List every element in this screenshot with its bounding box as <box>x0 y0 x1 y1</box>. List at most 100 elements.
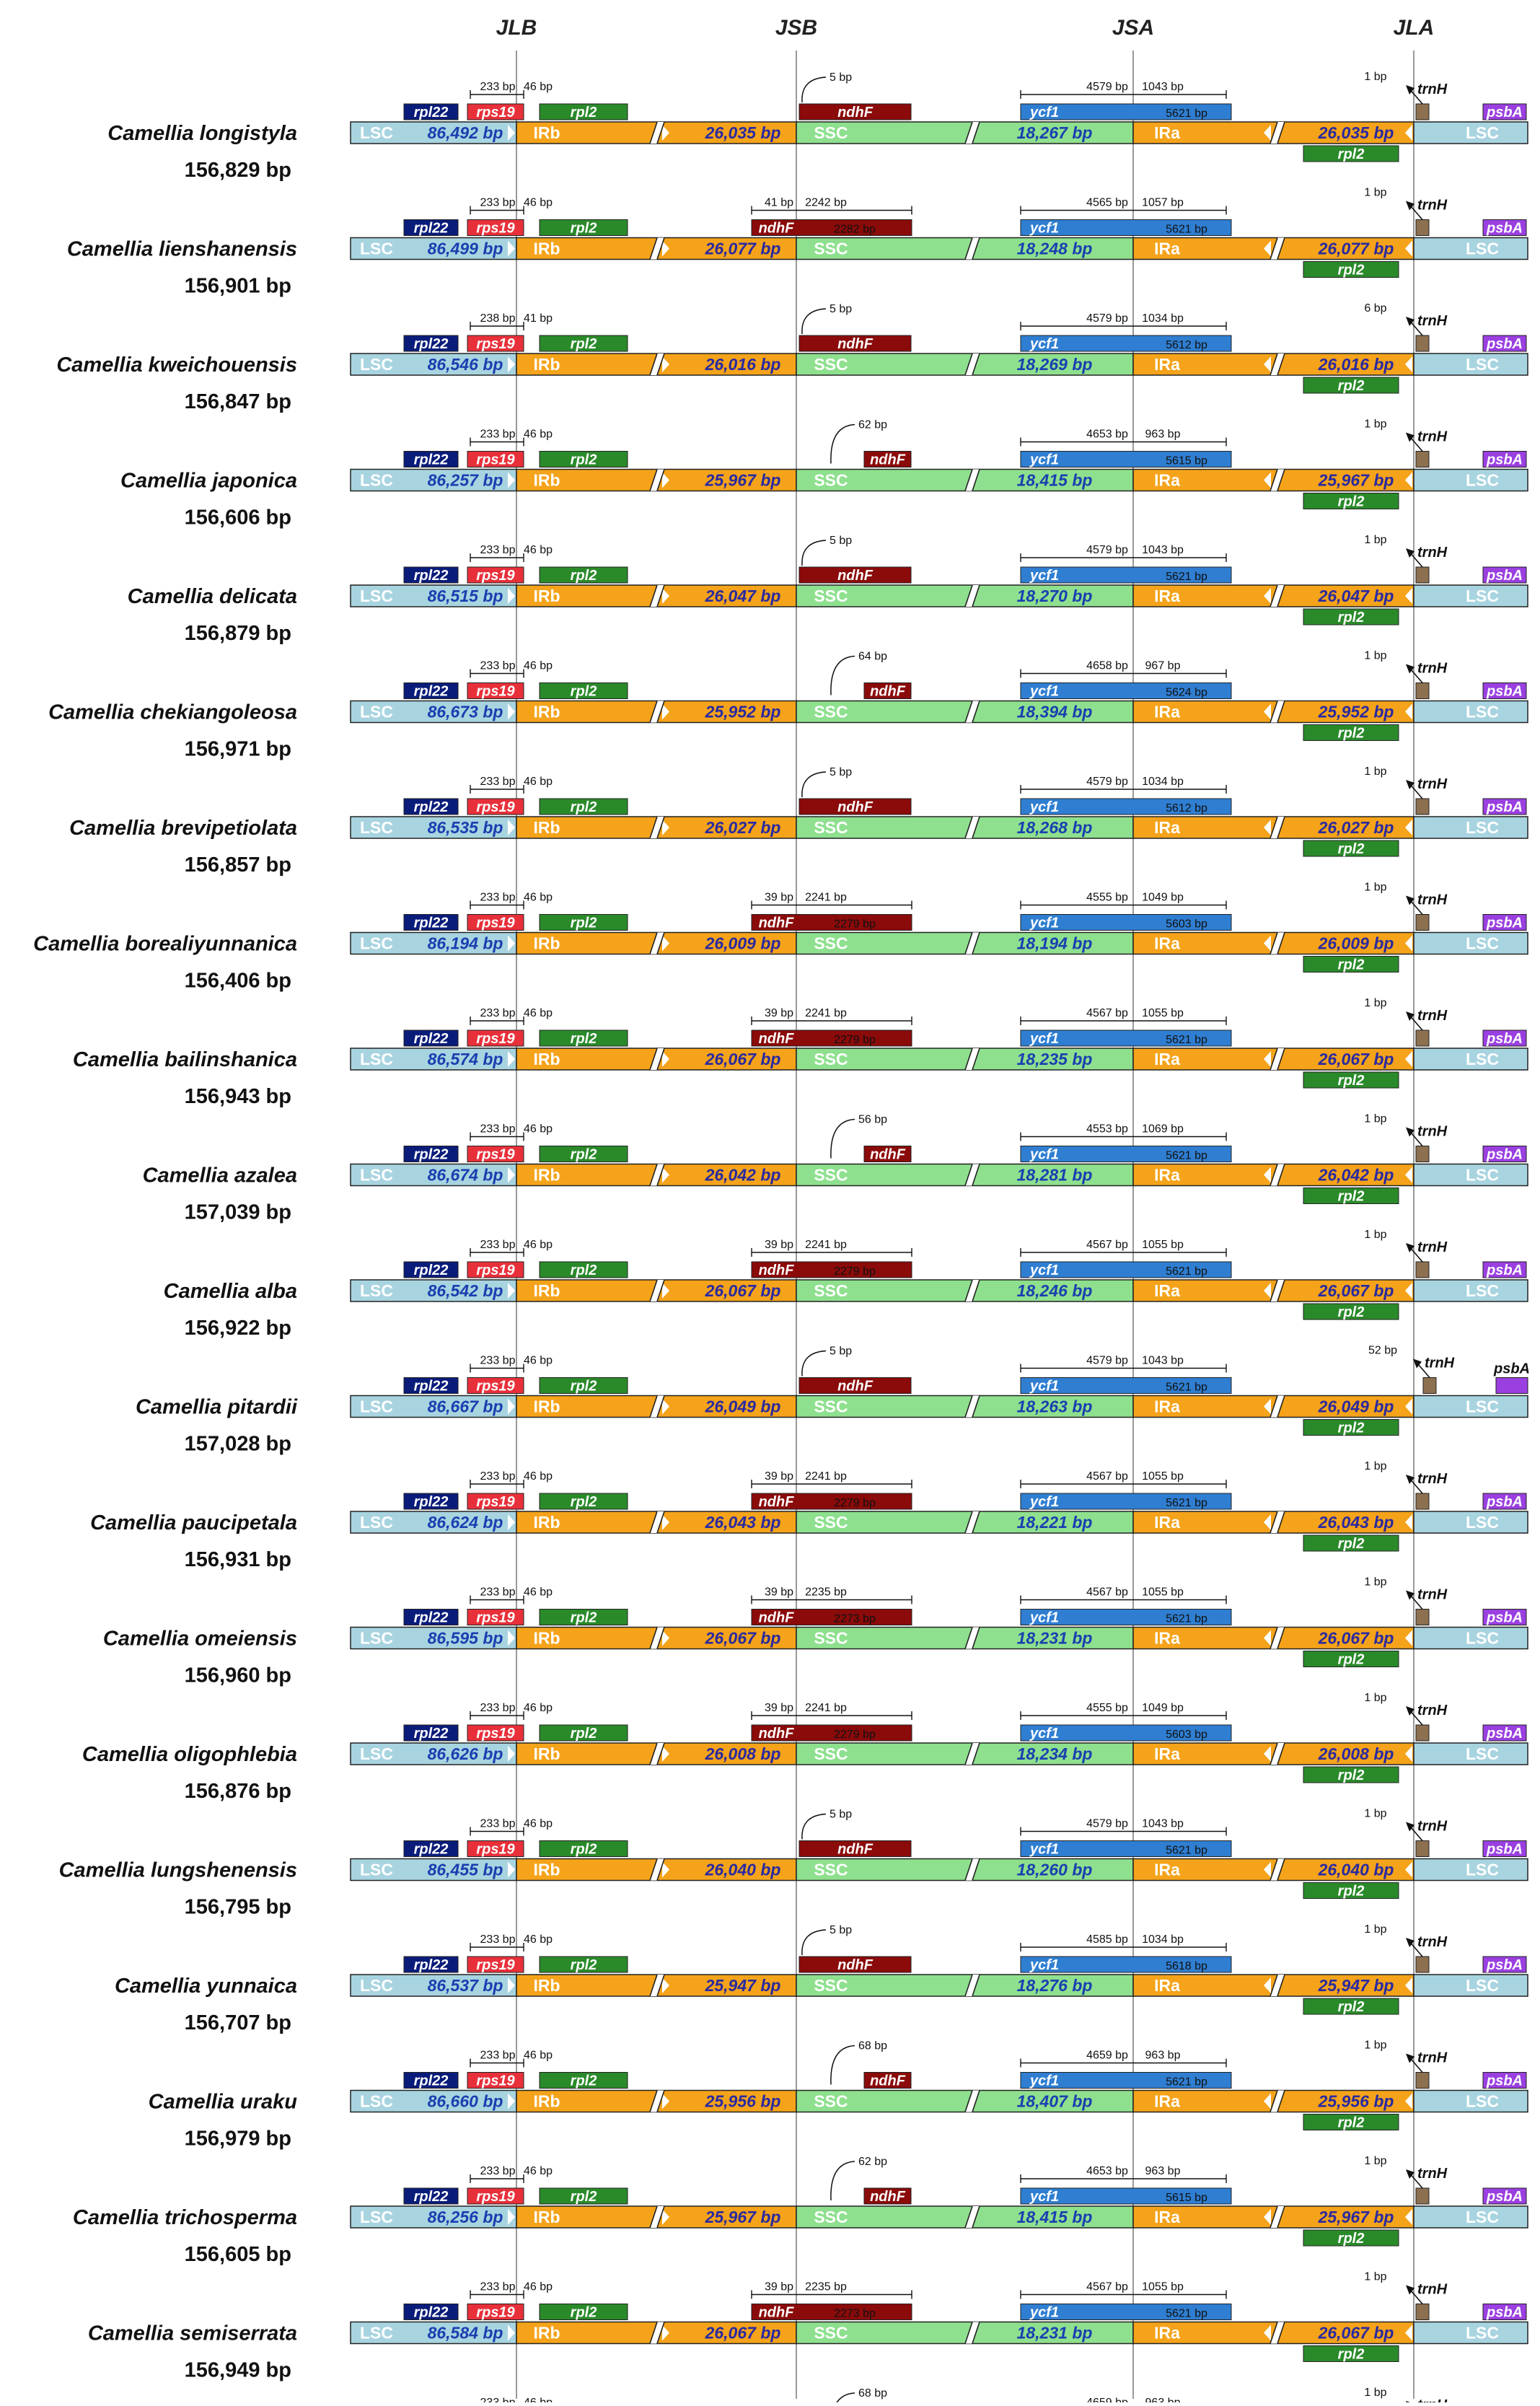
break-stroke-b <box>972 237 980 260</box>
lsc-segment <box>350 931 517 955</box>
break-gap <box>1270 1627 1285 1649</box>
ndhf-right-distance: 2241 bp <box>805 892 847 904</box>
species-row: Camellia pitardii 157,028 bp LSC IRb SSC IRa L… <box>136 1345 1530 1456</box>
rpl2-label: rpl2 <box>571 2189 597 2205</box>
rps19-label: rps19 <box>476 2305 515 2321</box>
break-gap <box>1270 2090 1285 2112</box>
header-jsa: JSA <box>1112 16 1154 40</box>
junction-arrow <box>662 1283 669 1299</box>
break-stroke-b <box>1277 353 1285 376</box>
break-stroke-b <box>972 1395 980 1418</box>
ndhf-arrow <box>801 1350 827 1377</box>
jlb-left-distance: 233 bp <box>480 2281 516 2293</box>
break-stroke-a <box>649 237 658 260</box>
psba-box <box>1482 798 1527 815</box>
irb-label: IRb <box>533 818 560 837</box>
irb-label: IRb <box>533 703 560 721</box>
species-name: Camellia pitardii <box>136 1396 298 1419</box>
break-stroke-b <box>656 237 665 260</box>
ndhf-arrow <box>830 423 855 464</box>
jlb-right-distance: 46 bp <box>524 660 553 672</box>
psba-label: psbA <box>1486 2305 1523 2321</box>
junction-arrow <box>1264 2093 1271 2109</box>
trnh-label: trnH <box>1417 429 1448 445</box>
break-stroke-a <box>964 932 973 954</box>
lsc-label: LSC <box>360 355 393 374</box>
junction-arrow <box>508 2324 515 2341</box>
ssc-label: SSC <box>814 2324 848 2343</box>
break-stroke-b <box>656 1395 665 1418</box>
rpl22-box <box>403 1377 459 1394</box>
species-row: Camellia uraku 156,979 bp LSC IRb SSC IRa LSC 8… <box>149 2040 1528 2151</box>
ssc-segment <box>796 1626 1134 1650</box>
irb-label: IRb <box>533 2208 560 2226</box>
break-gap <box>1270 701 1285 723</box>
break-stroke-a <box>649 1511 658 1534</box>
rpl22-box <box>403 1724 459 1742</box>
ycf1-label: ycf1 <box>1029 2073 1059 2089</box>
break-stroke-a <box>1270 1858 1278 1881</box>
ndhf-label: ndhF <box>870 452 906 468</box>
lsc-length: 86,626 bp <box>428 1744 503 1763</box>
rpl22-label: rpl22 <box>414 1494 449 1510</box>
jlb-right-distance: 46 bp <box>524 429 553 441</box>
break-stroke-a <box>649 816 658 839</box>
species-row: Camellia polyodonta156,983 bpLSCIRbSSCIR… <box>480 2387 1448 2406</box>
ycf1-right-distance: 1057 bp <box>1142 197 1184 209</box>
ssc-label: SSC <box>814 123 848 142</box>
jlb-left-distance: 233 bp <box>480 1933 516 1946</box>
rps19-box <box>467 1493 524 1510</box>
break-stroke-b <box>972 1164 980 1186</box>
ndhf-distance: 62 bp <box>858 419 887 431</box>
rpl2-label: rpl2 <box>571 568 597 584</box>
break-stroke-b <box>656 2322 665 2344</box>
ssc-length: 18,231 bp <box>1017 1629 1093 1648</box>
junction-arrow <box>1405 1861 1412 1878</box>
psba-box <box>1482 1609 1527 1625</box>
junction-arrow <box>1405 1514 1412 1530</box>
junction-lines <box>516 51 1414 2399</box>
genome-length: 156,879 bp <box>185 622 291 645</box>
junction-arrow <box>508 240 515 257</box>
junction-arrow <box>508 1051 515 1067</box>
rpl2-ira-box <box>1303 1187 1399 1204</box>
psba-box <box>1482 1956 1527 1973</box>
jlb-right-distance: 46 bp <box>524 81 553 93</box>
rpl2-ira-label: rpl2 <box>1338 378 1365 394</box>
lsc-length: 86,499 bp <box>428 240 503 258</box>
rpl22-label: rpl22 <box>414 1379 449 1395</box>
rpl22-label: rpl22 <box>414 916 449 931</box>
ycf1-box <box>1020 1609 1232 1625</box>
ndhf-box <box>751 1493 912 1510</box>
ira-length: 26,016 bp <box>1318 355 1394 374</box>
species-name: Camellia paucipetala <box>90 1511 297 1535</box>
ycf1-right-distance: 1049 bp <box>1142 1702 1184 1714</box>
lsc-segment-right <box>1413 931 1528 955</box>
jlb-left-distance: 233 bp <box>480 2165 516 2177</box>
header-jlb: JLB <box>496 16 537 40</box>
ssc-label: SSC <box>814 1050 848 1068</box>
rps19-box <box>467 1377 524 1394</box>
break-stroke-a <box>1270 2205 1278 2229</box>
junction-arrow <box>1405 472 1412 488</box>
ssc-length: 18,276 bp <box>1017 1976 1093 1995</box>
junction-arrow <box>508 472 515 488</box>
ndhf-distance: 5 bp <box>830 1924 852 1936</box>
trnh-distance: 1 bp <box>1364 650 1386 662</box>
ndhf-right-distance: 2241 bp <box>805 1470 847 1483</box>
junction-arrow <box>508 1861 515 1878</box>
psba-label: psbA <box>1486 1842 1523 1858</box>
rps19-box <box>467 1956 524 1973</box>
ssc-label: SSC <box>814 1281 848 1300</box>
trnh-label: trnH <box>1417 2282 1448 2298</box>
ycf1-right-distance: 1043 bp <box>1142 1818 1184 1830</box>
rps19-box <box>467 1146 524 1162</box>
ndhf-label: ndhF <box>837 1842 874 1858</box>
rps19-label: rps19 <box>476 2189 515 2205</box>
ndhf-distance: 5 bp <box>830 535 852 547</box>
genome-length: 156,901 bp <box>185 275 291 298</box>
rpl2-box <box>539 1261 628 1278</box>
jlb-right-distance: 46 bp <box>524 1586 553 1599</box>
rps19-box <box>467 682 524 699</box>
